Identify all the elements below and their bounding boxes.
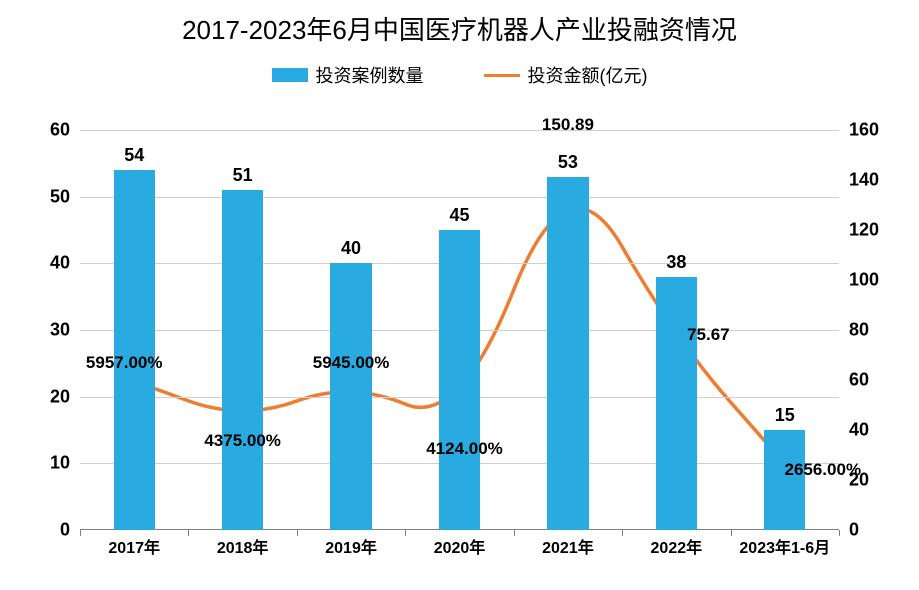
line-label: 2656.00% <box>784 460 861 480</box>
ytick-left: 40 <box>10 253 70 274</box>
bar-label: 15 <box>775 405 795 426</box>
bar <box>547 177 588 530</box>
bar-label: 40 <box>341 238 361 259</box>
legend-item-line: 投资金额(亿元) <box>484 62 648 88</box>
ytick-right: 140 <box>849 170 909 191</box>
legend: 投资案例数量 投资金额(亿元) <box>0 62 919 88</box>
xtick-mark <box>405 530 406 536</box>
legend-swatch-line <box>484 74 520 77</box>
bar-label: 38 <box>666 252 686 273</box>
xtick-mark <box>839 530 840 536</box>
xtick-mark <box>80 530 81 536</box>
legend-swatch-bar <box>272 68 308 82</box>
ytick-right: 60 <box>849 370 909 391</box>
ytick-left: 20 <box>10 386 70 407</box>
ytick-right: 120 <box>849 220 909 241</box>
bar-label: 45 <box>449 205 469 226</box>
ytick-right: 160 <box>849 120 909 141</box>
gridline <box>80 130 839 131</box>
legend-item-bars: 投资案例数量 <box>272 62 424 88</box>
gridline <box>80 197 839 198</box>
chart-container: 2017-2023年6月中国医疗机器人产业投融资情况 投资案例数量 投资金额(亿… <box>0 0 919 590</box>
bar-label: 54 <box>124 145 144 166</box>
line-label: 5957.00% <box>86 353 163 373</box>
ytick-right: 80 <box>849 320 909 341</box>
xtick: 2023年1-6月 <box>730 534 840 558</box>
bar <box>222 190 263 530</box>
line-label: 4375.00% <box>204 431 281 451</box>
bar <box>764 430 805 530</box>
xtick: 2017年 <box>79 534 189 558</box>
ytick-right: 0 <box>849 520 909 541</box>
bar <box>114 170 155 530</box>
ytick-right: 100 <box>849 270 909 291</box>
line-label: 150.89 <box>542 115 594 135</box>
bar <box>439 230 480 530</box>
ytick-left: 50 <box>10 186 70 207</box>
ytick-left: 30 <box>10 320 70 341</box>
legend-label-line: 投资金额(亿元) <box>528 62 648 88</box>
line-label: 75.67 <box>687 325 730 345</box>
bar-label: 51 <box>233 165 253 186</box>
plot-area: 01020304050600204060801001201401602017年2… <box>80 130 839 530</box>
ytick-left: 60 <box>10 120 70 141</box>
ytick-right: 40 <box>849 420 909 441</box>
xtick: 2021年 <box>513 534 623 558</box>
ytick-left: 0 <box>10 520 70 541</box>
xtick-mark <box>188 530 189 536</box>
bar <box>330 263 371 530</box>
xtick: 2022年 <box>621 534 731 558</box>
chart-title: 2017-2023年6月中国医疗机器人产业投融资情况 <box>0 10 919 47</box>
bar <box>656 277 697 530</box>
ytick-left: 10 <box>10 453 70 474</box>
legend-label-bars: 投资案例数量 <box>316 62 424 88</box>
xtick: 2019年 <box>296 534 406 558</box>
xtick-mark <box>731 530 732 536</box>
xtick: 2018年 <box>188 534 298 558</box>
line-label: 4124.00% <box>426 439 503 459</box>
xtick-mark <box>514 530 515 536</box>
xtick-mark <box>297 530 298 536</box>
xtick: 2020年 <box>405 534 515 558</box>
line-label: 5945.00% <box>313 353 390 373</box>
xtick-mark <box>622 530 623 536</box>
bar-label: 53 <box>558 152 578 173</box>
